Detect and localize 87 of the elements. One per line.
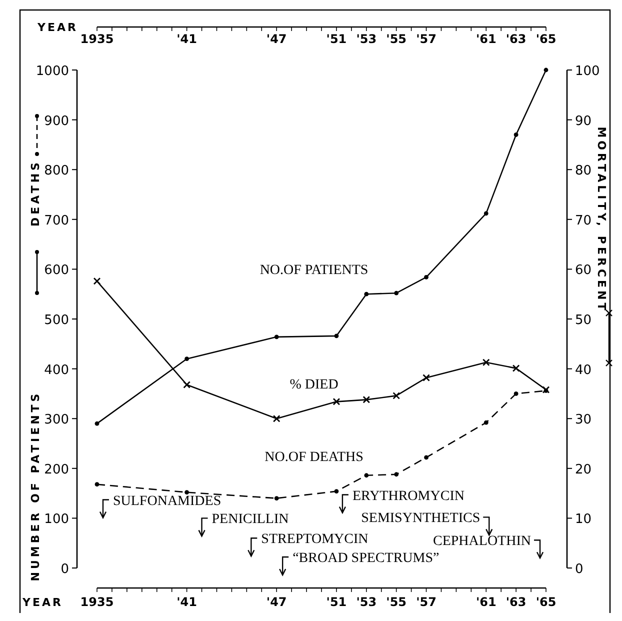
x2-tick-label: '65 — [536, 595, 556, 609]
point — [484, 211, 488, 216]
y2-tick-label: 50 — [575, 313, 592, 328]
y-tick-label: 700 — [44, 213, 69, 228]
point — [424, 455, 428, 460]
point — [274, 496, 279, 500]
y-tick-label: 500 — [44, 313, 69, 328]
x2-tick-label: '63 — [506, 595, 526, 609]
x-tick-label: '65 — [536, 32, 556, 46]
x-tick-label: '55 — [386, 32, 407, 46]
y2-tick-label: 10 — [575, 512, 592, 528]
point — [332, 398, 340, 406]
point — [394, 472, 399, 477]
point — [364, 292, 369, 296]
y2-tick-label: 30 — [575, 412, 592, 428]
series-label: NO.OF DEATHS — [264, 450, 364, 465]
point — [392, 392, 400, 400]
x2-tick-label: 1935 — [80, 595, 114, 609]
y2-tick-label: 100 — [575, 64, 600, 79]
y2-tick-label: 60 — [575, 263, 592, 278]
x2-tick-label: '53 — [356, 595, 377, 609]
point — [334, 489, 339, 494]
y-tick-label: 600 — [44, 263, 69, 278]
point — [512, 364, 520, 372]
y-tick-label: 1000 — [36, 64, 69, 79]
text: DEATHS — [29, 160, 42, 226]
point — [334, 334, 339, 338]
point — [514, 392, 518, 396]
x-tick-label: 1935 — [80, 32, 114, 46]
point — [544, 388, 548, 393]
y-tick-label: 900 — [44, 114, 69, 129]
point — [93, 277, 101, 285]
y-tick-label: 0 — [60, 562, 69, 577]
point — [544, 68, 548, 72]
y-tick-label: 400 — [44, 362, 69, 378]
point — [184, 490, 189, 495]
point — [422, 374, 430, 382]
x2-tick-label: '51 — [326, 595, 347, 609]
x-tick-label: '61 — [476, 32, 496, 46]
x-tick-label: '51 — [326, 32, 347, 46]
x-tick-label: '41 — [176, 32, 197, 46]
annotation: SEMISYNTHETICS — [361, 511, 480, 526]
point — [484, 420, 488, 425]
series-label: % DIED — [290, 378, 338, 393]
point — [482, 358, 490, 366]
y2-tick-label: 70 — [575, 213, 592, 228]
x-axis-title: YEAR — [22, 596, 63, 609]
y-axis-title: NUMBER OF PATIENTS — [29, 390, 42, 582]
x2-axis-title: YEAR — [36, 21, 78, 34]
point — [424, 274, 428, 280]
y2-tick-label: 20 — [575, 462, 592, 478]
point — [184, 356, 189, 362]
x2-tick-label: '55 — [386, 595, 407, 609]
point — [514, 132, 518, 137]
annotation: STREPTOMYCIN — [261, 532, 368, 548]
y2-tick-label: 0 — [575, 562, 584, 577]
x2-tick-label: '47 — [266, 595, 287, 609]
x-tick-label: '53 — [356, 32, 377, 46]
point — [183, 381, 190, 388]
x2-tick-label: '41 — [176, 595, 197, 609]
x-tick-label: '47 — [266, 32, 287, 46]
y2-tick-label: 90 — [575, 114, 592, 129]
annotation: CEPHALOTHIN — [433, 534, 532, 550]
point — [94, 421, 100, 426]
point — [274, 334, 279, 340]
x-tick-label: '57 — [416, 32, 436, 46]
y-tick-label: 200 — [44, 462, 69, 478]
annotation: ERYTHROMYCIN — [352, 488, 464, 504]
y-tick-label: 800 — [44, 164, 69, 179]
y2-axis-title: MORTALITY, PERCENT — [595, 126, 608, 314]
point — [362, 396, 370, 404]
y-tick-label: 100 — [44, 512, 69, 528]
y2-tick-label: 40 — [575, 362, 592, 378]
point — [394, 290, 399, 296]
x2-tick-label: '57 — [416, 595, 436, 609]
series-label: NO.OF PATIENTS — [260, 263, 368, 278]
point — [94, 482, 100, 487]
x-tick-label: '63 — [506, 32, 526, 46]
y-tick-label: 300 — [44, 412, 69, 428]
point — [542, 386, 550, 394]
x2-tick-label: '61 — [476, 595, 496, 609]
point — [272, 414, 280, 422]
annotation: “BROAD SPECTRUMS” — [292, 551, 440, 566]
point — [364, 473, 369, 478]
annotation: SULFONAMIDES — [112, 494, 222, 509]
annotation: PENICILLIN — [212, 512, 289, 528]
y2-tick-label: 80 — [575, 164, 592, 179]
